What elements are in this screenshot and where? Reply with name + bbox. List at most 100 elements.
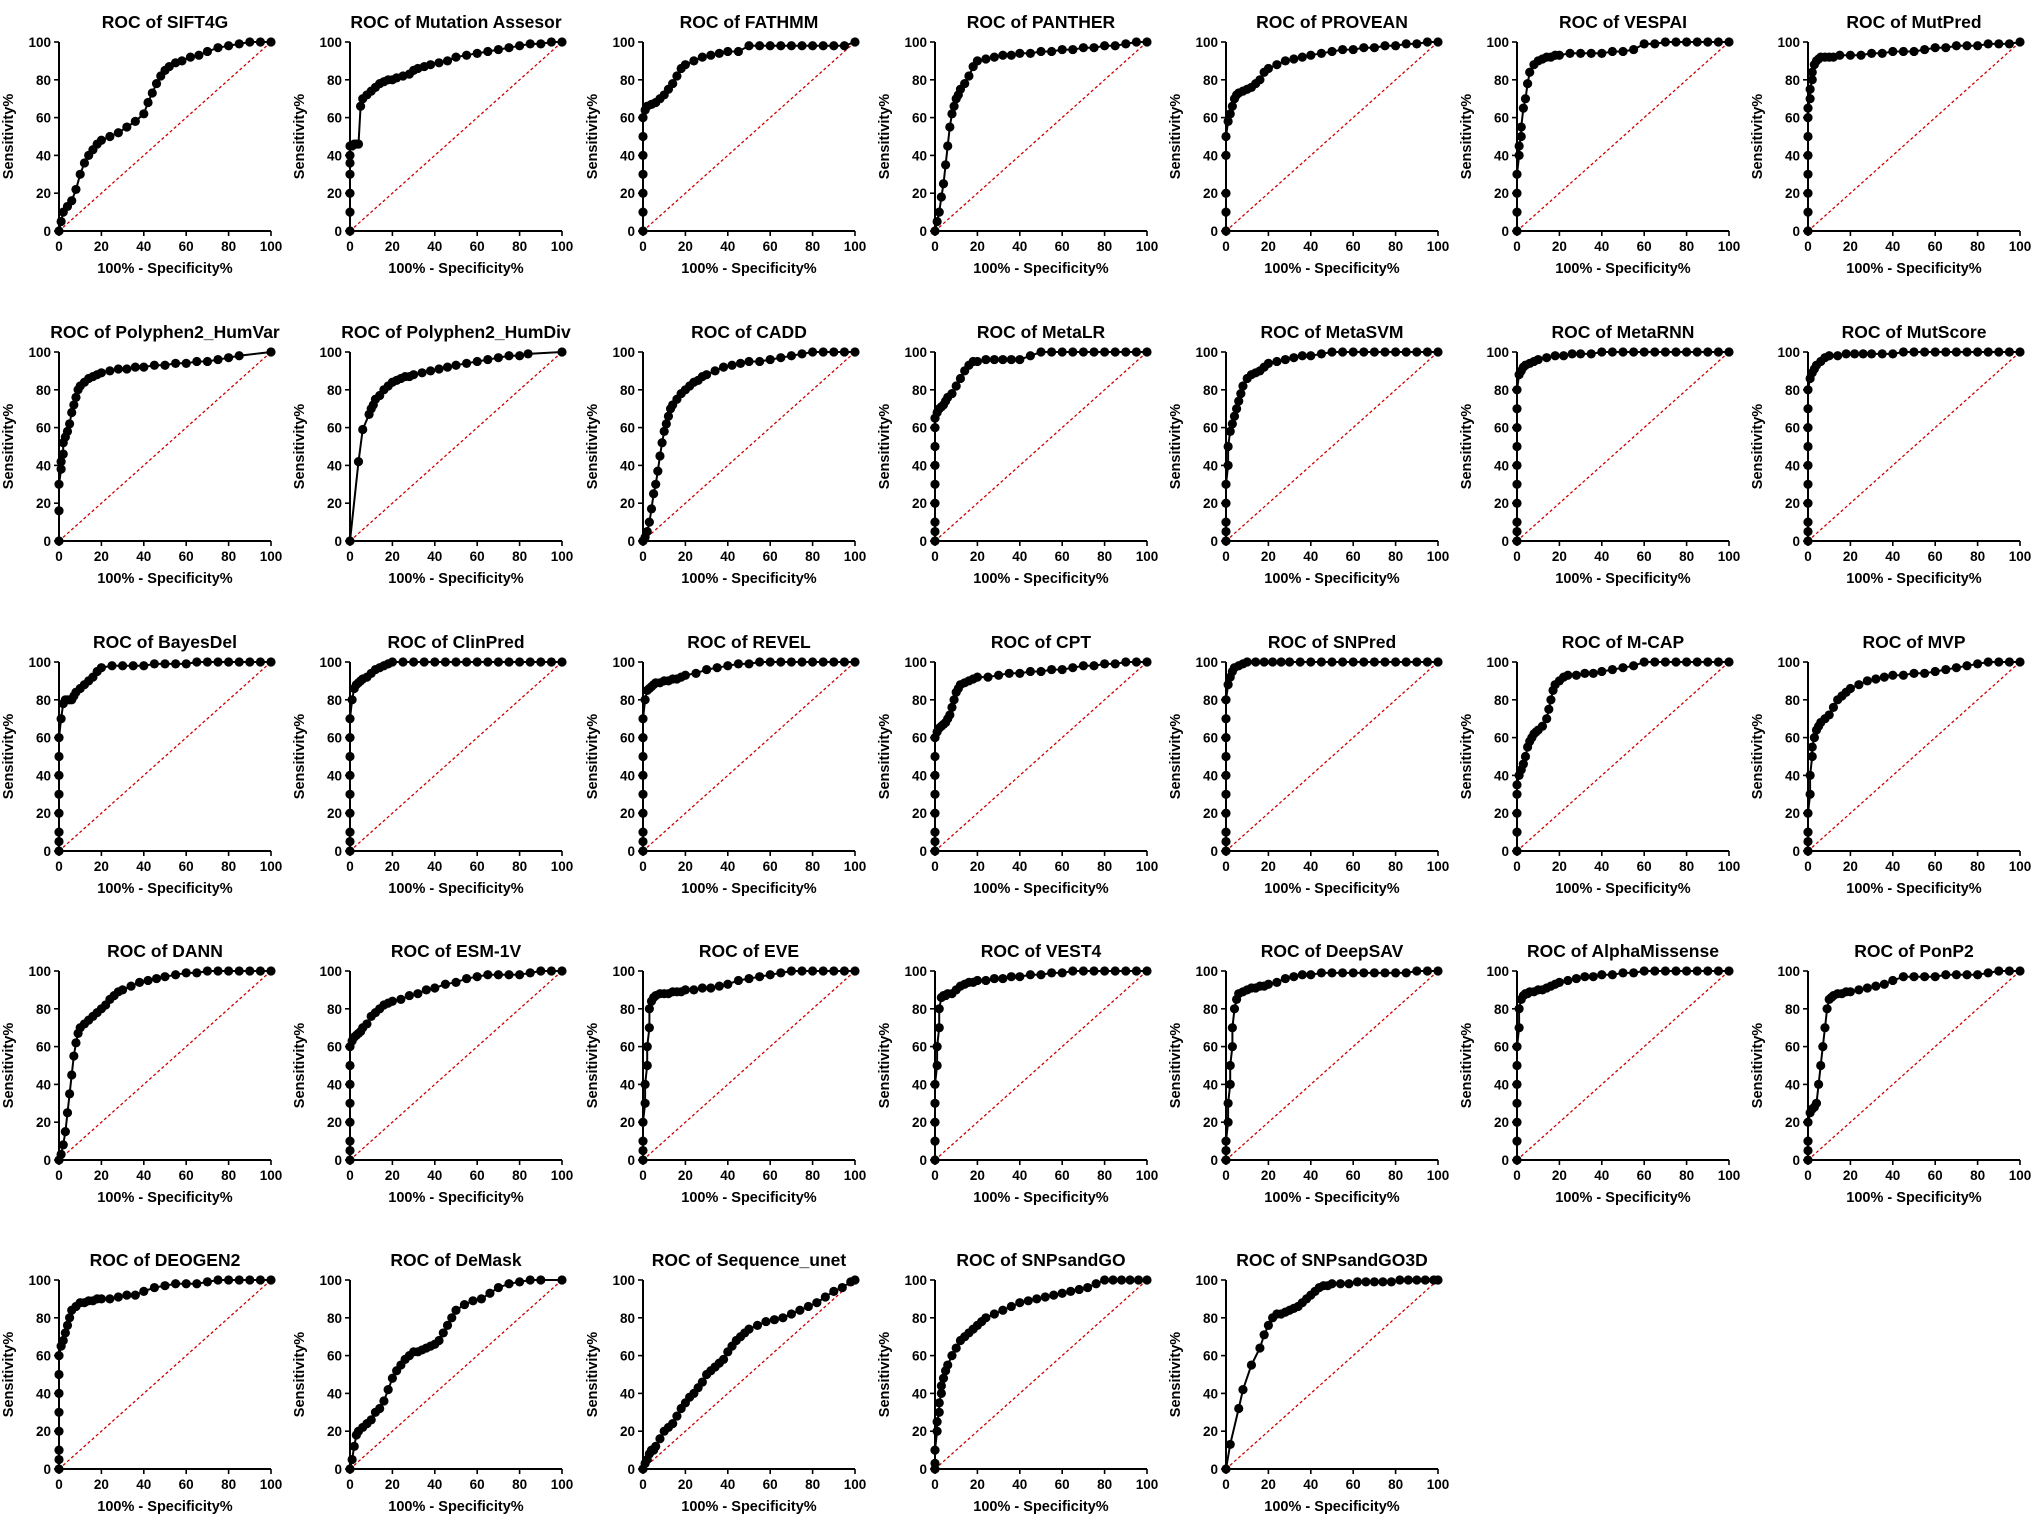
chart-3-y-tick-label: 20	[620, 186, 635, 201]
chart-8-y-axis-label: Sensitivity%	[1, 404, 17, 490]
chart-8-x-tick-label: 0	[55, 549, 63, 564]
chart-19-roc-point	[1221, 751, 1231, 762]
chart-22-x-tick-label: 40	[136, 1168, 151, 1183]
chart-30-roc-point	[451, 1305, 461, 1315]
chart-19-x-tick-label: 80	[1388, 859, 1403, 874]
chart-16-x-tick-label: 40	[427, 859, 442, 874]
chart-2-x-axis-label: 100% - Specificity%	[388, 261, 523, 277]
chart-17-roc-point	[733, 659, 744, 669]
chart-15-roc-point	[54, 770, 64, 781]
chart-11-x-tick-label: 80	[1097, 549, 1112, 564]
chart-15-y-axis-label: Sensitivity%	[1, 714, 17, 800]
chart-31-roc-point	[655, 1434, 665, 1444]
chart-17-roc-point	[765, 657, 775, 667]
chart-22-roc-point	[171, 970, 181, 980]
chart-2-roc-point	[345, 207, 355, 217]
chart-13-roc-point	[1542, 353, 1552, 363]
chart-19-roc-point	[1223, 680, 1233, 690]
chart-1-y-tick-label: 0	[43, 224, 51, 239]
chart-7-roc-point	[1856, 50, 1866, 60]
chart-12-roc-point	[1221, 498, 1231, 508]
chart-19-roc-point	[1306, 657, 1316, 667]
chart-19-y-tick-label: 100	[1195, 655, 1218, 670]
chart-24-y-tick-label: 40	[620, 1077, 635, 1092]
chart-21-roc-point	[1824, 710, 1834, 720]
chart-19-roc-point	[1401, 657, 1411, 667]
chart-4-x-tick-label: 20	[970, 239, 985, 254]
chart-28-y-tick-label: 100	[1777, 964, 1800, 979]
chart-25-reference-line	[934, 970, 1148, 1161]
chart-1-x-tick-label: 40	[136, 239, 151, 254]
chart-10-roc-point	[646, 504, 657, 514]
chart-30-reference-line	[349, 1279, 563, 1470]
chart-24-roc-point	[818, 966, 828, 976]
chart-6-roc-point	[1682, 37, 1692, 47]
chart-2-roc-point	[345, 158, 355, 168]
chart-11-roc-point	[1110, 347, 1120, 357]
chart-30-title: ROC of DeMask	[390, 1250, 522, 1270]
chart-29-roc-point	[130, 1290, 140, 1300]
chart-5-y-tick-label: 60	[1203, 111, 1218, 126]
chart-24-roc-point	[829, 966, 839, 976]
chart-23-x-tick-label: 40	[427, 1168, 442, 1183]
chart-9-title: ROC of Polyphen2_HumDiv	[341, 322, 571, 342]
chart-8-roc-point	[69, 400, 79, 410]
chart-23-y-tick-label: 60	[327, 1040, 342, 1055]
chart-11-x-tick-label: 20	[970, 549, 985, 564]
chart-17-y-tick-label: 0	[627, 844, 635, 859]
chart-33-roc-line	[1225, 1279, 1438, 1470]
chart-6-roc-point	[1514, 150, 1524, 160]
chart-7-y-tick-label: 20	[1785, 186, 1800, 201]
chart-6-roc-point	[1554, 50, 1564, 60]
chart-27-y-tick-label: 80	[1494, 1002, 1509, 1017]
chart-26: ROC of DeepSAV 0 20 40 60 80 100 0 20 40 60 80 100 10…	[1168, 941, 1449, 1206]
chart-23-roc-point	[483, 970, 493, 980]
chart-3-roc-point	[672, 71, 682, 81]
chart-22-roc-point	[266, 966, 276, 976]
chart-12-roc-line	[1225, 351, 1438, 541]
chart-32-roc-point	[1116, 1275, 1127, 1285]
chart-32-y-tick-label: 60	[912, 1349, 927, 1364]
chart-11-roc-point	[930, 479, 940, 489]
chart-5-roc-point	[1391, 41, 1401, 51]
chart-15-roc-point	[96, 663, 106, 673]
chart-1-roc-point	[105, 131, 115, 142]
chart-29-roc-point	[245, 1275, 255, 1285]
chart-28-roc-point	[1973, 970, 1983, 980]
chart-20-y-tick-label: 40	[1494, 768, 1509, 783]
chart-26-title: ROC of DeepSAV	[1261, 941, 1404, 961]
chart-18-reference-line	[934, 661, 1148, 852]
chart-23-roc-point	[404, 990, 414, 1001]
chart-6-roc-point	[1512, 188, 1522, 198]
chart-29-roc-point	[54, 1388, 64, 1398]
chart-14-x-tick-label: 60	[1928, 549, 1943, 564]
chart-24-reference-line	[642, 970, 856, 1161]
chart-30-roc-point	[557, 1275, 567, 1285]
chart-29-roc-point	[113, 1292, 123, 1302]
chart-29-roc-point	[149, 1282, 159, 1293]
chart-16-roc-point	[483, 657, 493, 667]
chart-16-roc-point	[557, 657, 567, 667]
chart-33-x-tick-label: 60	[1346, 1477, 1361, 1492]
chart-15-roc-point	[139, 661, 149, 671]
chart-21-x-tick-label: 80	[1970, 859, 1985, 874]
chart-29-y-tick-label: 80	[36, 1311, 51, 1326]
chart-12-y-tick-label: 0	[1210, 534, 1218, 549]
chart-10-roc-point	[776, 353, 786, 363]
chart-19-y-tick-label: 40	[1203, 768, 1218, 783]
chart-8-title: ROC of Polyphen2_HumVar	[50, 322, 280, 342]
chart-29-x-tick-label: 40	[136, 1477, 151, 1492]
chart-2-roc-line	[349, 41, 562, 231]
chart-3-roc-point	[808, 41, 818, 51]
chart-32-y-tick-label: 40	[912, 1386, 927, 1401]
chart-21-roc-point	[1828, 702, 1839, 712]
chart-22-roc-point	[58, 1140, 68, 1150]
chart-20-roc-point	[1512, 780, 1522, 790]
chart-27-roc-point	[1571, 973, 1581, 984]
chart-27-roc-point	[1639, 966, 1649, 976]
chart-8-roc-point	[62, 426, 73, 436]
chart-30-x-tick-label: 80	[512, 1477, 527, 1492]
chart-18-roc-point	[1004, 668, 1014, 678]
chart-27-y-tick-label: 20	[1494, 1115, 1509, 1130]
chart-15-roc-point	[266, 657, 276, 667]
